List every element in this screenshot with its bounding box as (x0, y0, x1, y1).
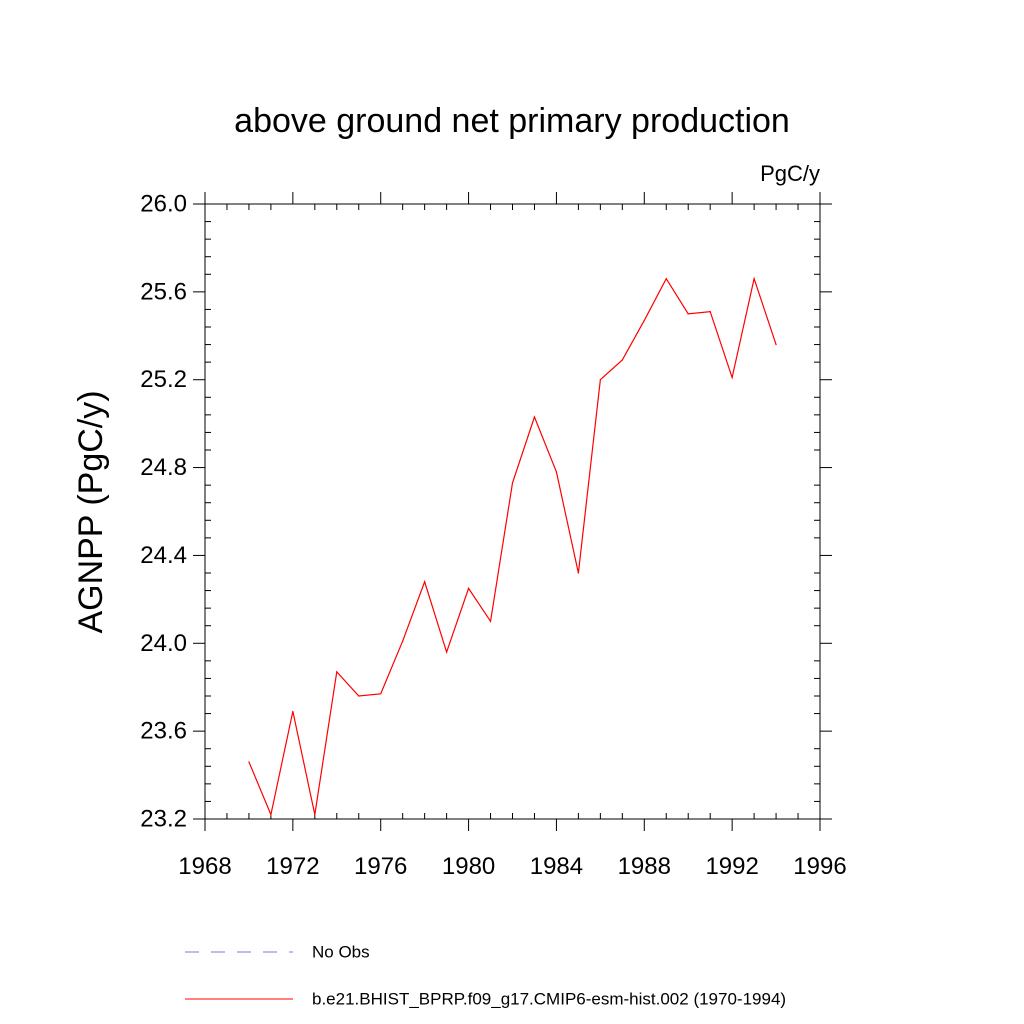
series-line (248, 276, 777, 817)
data-point (336, 671, 338, 673)
legend: No Obs b.e21.BHIST_BPRP.f09_g17.CMIP6-esm… (185, 943, 786, 1009)
x-tick-label: 1984 (530, 853, 583, 880)
y-tick-label: 25.2 (140, 366, 187, 393)
data-point (599, 379, 601, 381)
data-point (358, 695, 360, 697)
data-point (292, 710, 294, 712)
data-point (446, 651, 448, 653)
y-tick-label: 23.6 (140, 718, 187, 745)
y-tick-label: 26.0 (140, 191, 187, 218)
axes-group: 1968 1972 1976 1980 1984 1988 1992 1996 23.2 23.6… (140, 191, 846, 881)
y-tick-label: 24.4 (140, 542, 187, 569)
data-point (577, 572, 579, 574)
data-point (709, 311, 711, 313)
data-point (731, 376, 733, 379)
x-tick-label: 1976 (354, 853, 407, 880)
plot-area (248, 276, 777, 817)
data-point (314, 814, 316, 816)
x-tick-label: 1996 (793, 853, 846, 880)
data-point (489, 620, 492, 622)
x-tick-label: 1980 (442, 853, 495, 880)
x-tick-label: 1992 (705, 853, 758, 880)
y-tick-label: 25.6 (140, 278, 187, 305)
data-point (402, 640, 404, 642)
data-point (533, 416, 536, 418)
y-tick-label: 24.8 (140, 454, 187, 481)
data-point (665, 278, 667, 280)
y-tick-label: 24.0 (140, 630, 187, 657)
units-label: PgC/y (760, 161, 820, 186)
x-tick-label: 1988 (618, 853, 671, 880)
data-point (380, 693, 382, 695)
data-point (424, 581, 426, 583)
data-point (270, 814, 272, 816)
data-point (467, 587, 470, 589)
y-tick-label: 23.2 (140, 806, 187, 833)
data-point (555, 471, 558, 473)
y-axis-label: AGNPP (PgC/y) (72, 390, 110, 633)
x-tick-label: 1968 (178, 853, 231, 880)
data-point (511, 482, 514, 484)
legend-label: b.e21.BHIST_BPRP.f09_g17.CMIP6-esm-hist.… (312, 990, 786, 1009)
x-tick-label: 1972 (266, 853, 319, 880)
data-point (621, 359, 623, 361)
chart-title: above ground net primary production (234, 102, 790, 140)
data-point (248, 761, 250, 763)
data-point (643, 319, 645, 322)
plot-frame (204, 203, 821, 820)
data-point (687, 313, 689, 315)
data-point (775, 343, 777, 346)
data-point (753, 278, 755, 280)
legend-label: No Obs (312, 943, 370, 962)
